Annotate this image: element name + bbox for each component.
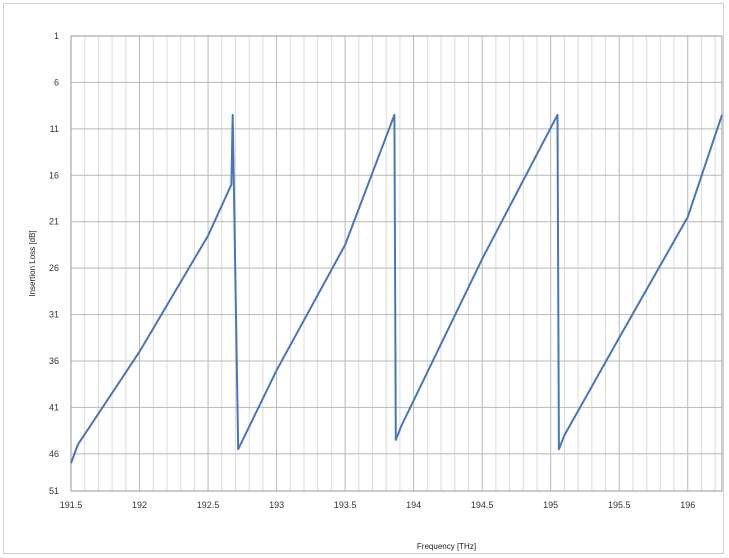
- y-tick-label: 46: [49, 449, 59, 459]
- y-tick-label: 36: [49, 356, 59, 366]
- x-axis-title: Frequency [THz]: [417, 542, 476, 551]
- x-tick-label: 195.5: [608, 500, 631, 510]
- x-tick-label: 193.5: [334, 500, 357, 510]
- y-tick-label: 21: [49, 217, 59, 227]
- x-tick-label: 195: [543, 500, 558, 510]
- x-tick-label: 191.5: [60, 500, 83, 510]
- x-tick-label: 196: [680, 500, 695, 510]
- x-tick-label: 192: [132, 500, 147, 510]
- y-tick-label: 41: [49, 402, 59, 412]
- x-tick-label: 194: [406, 500, 421, 510]
- y-tick-label: 1: [54, 31, 59, 41]
- y-tick-label: 11: [50, 124, 59, 134]
- y-tick-label: 31: [49, 310, 59, 320]
- plot-area: [70, 35, 723, 492]
- y-axis-title: Insertion Loss [dB]: [28, 230, 37, 296]
- x-tick-label: 194.5: [471, 500, 494, 510]
- y-tick-label: 16: [49, 170, 59, 180]
- plot-border: [70, 35, 723, 492]
- chart-frame: 1 6 11 16 21 26 31 36 41 46 51 191.5 192 192.5 193 193…: [3, 3, 724, 554]
- x-axis-ticks: 191.5 192 192.5 193 193.5 194 194.5 195 195.5 196: [60, 500, 696, 510]
- x-tick-label: 193: [269, 500, 284, 510]
- y-tick-label: 26: [49, 263, 59, 273]
- series-line: [70, 113, 723, 464]
- x-tick-label: 192.5: [197, 500, 220, 510]
- y-tick-label: 6: [54, 77, 59, 87]
- y-tick-label: 51: [49, 486, 59, 496]
